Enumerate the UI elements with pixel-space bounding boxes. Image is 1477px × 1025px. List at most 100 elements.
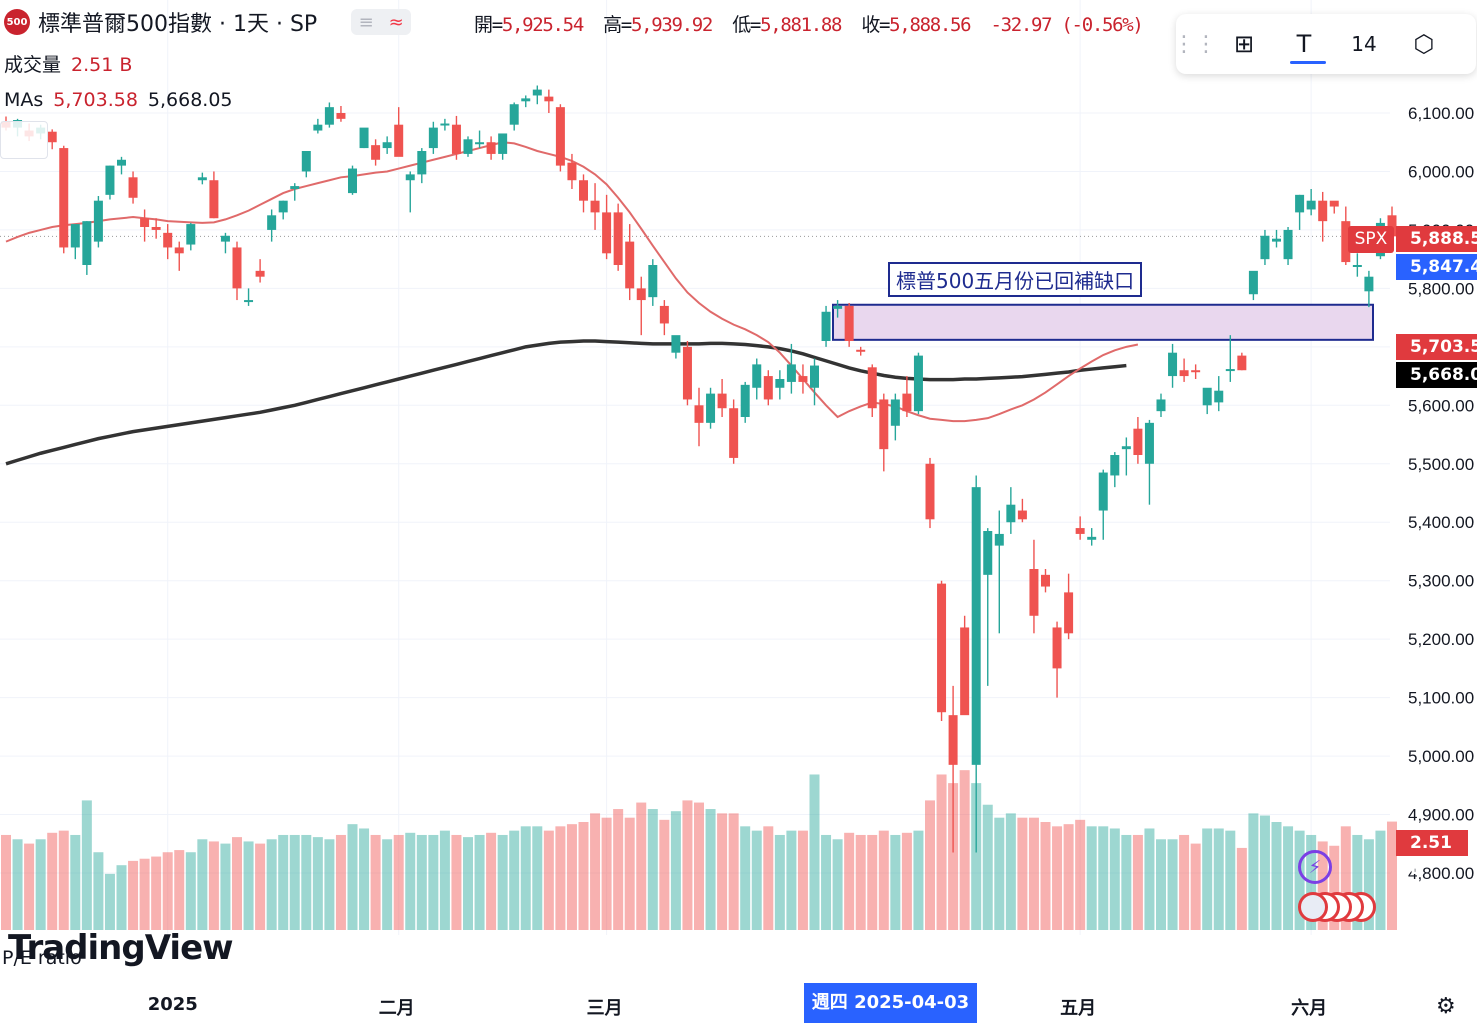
volume-bar (982, 804, 993, 930)
text-tool-icon[interactable]: T (1274, 14, 1334, 74)
us-flag-icon[interactable] (1298, 892, 1328, 922)
gap-annotation[interactable]: 標普500五月份已回補缺口 (888, 262, 1143, 297)
layout-icon[interactable]: ⊞ (1233, 30, 1255, 58)
candle-body (382, 142, 392, 149)
mas-legend[interactable]: MAs 5,703.58 5,668.05 (4, 89, 233, 111)
volume-label: 成交量 (4, 54, 62, 76)
y-tick-label: 5,400.00 (1408, 513, 1474, 532)
candle-body (729, 408, 739, 458)
candle-body (1214, 390, 1224, 403)
volume-bar (1213, 828, 1224, 930)
candle-body (70, 224, 80, 248)
volume-bar (128, 860, 139, 930)
candle-body (844, 305, 854, 341)
candle-body (775, 379, 785, 388)
volume-bar (1225, 830, 1236, 930)
volume-bar (463, 837, 473, 930)
candle-body (1329, 200, 1339, 207)
volume-bar (925, 800, 935, 930)
candle-body (220, 235, 230, 242)
candle-body (1202, 387, 1212, 406)
candle-body (394, 124, 404, 157)
candle-body (498, 133, 508, 154)
candle-body (786, 364, 796, 382)
volume-bar (1063, 824, 1074, 930)
candle-body (1260, 235, 1270, 260)
compare-icon[interactable]: ≈ (388, 11, 404, 33)
volume-bar (289, 834, 300, 930)
candle-body (983, 531, 993, 575)
menu-icon[interactable]: ≡ (358, 11, 374, 33)
volume-bar (1075, 819, 1086, 930)
volume-bar (601, 817, 612, 930)
volume-bar (1, 834, 11, 930)
candle-body (682, 346, 692, 400)
candle-body (1364, 276, 1374, 292)
candle-body (486, 142, 496, 154)
candle-body (1110, 455, 1120, 476)
pe-ratio-label[interactable]: P/E ratio (2, 947, 82, 969)
chart-title[interactable]: 標準普爾500指數 · 1天 · SP (38, 12, 318, 37)
volume-bar (797, 830, 808, 930)
volume-bar (451, 834, 462, 930)
candle-body (1098, 472, 1108, 511)
candle-body (105, 165, 115, 195)
volume-bar (566, 824, 577, 930)
candle-body (648, 265, 658, 298)
candle-body (763, 376, 773, 400)
symbol-tag: SPX (1348, 226, 1394, 253)
crosshair-date: 週四 2025-04-03 (804, 983, 977, 1023)
candle-body (590, 200, 600, 213)
candle-body (278, 200, 288, 213)
open-value: 5,925.54 (501, 14, 584, 36)
chart-header: 500 標準普爾500指數 · 1天 · SP ≡ ≈ (4, 6, 412, 38)
candle-body (1121, 446, 1131, 450)
candle-body (971, 487, 981, 765)
volume-bar (809, 774, 820, 930)
candle-body (128, 177, 138, 198)
candle-body (902, 393, 912, 412)
candle-body (579, 180, 588, 201)
candle-body (117, 159, 126, 166)
candle-body (567, 162, 577, 181)
volume-bar (104, 873, 115, 930)
volume-bar (324, 839, 335, 930)
volume-bar (694, 802, 704, 930)
volume-bar (509, 830, 520, 930)
volume-bar (659, 819, 670, 930)
candle-body (1387, 215, 1397, 237)
volume-bar (1098, 826, 1109, 930)
volume-bar (35, 839, 46, 930)
volume-legend[interactable]: 成交量 2.51 B (4, 50, 132, 77)
gap-zone (832, 303, 1374, 341)
volume-bar (243, 841, 254, 930)
settings-icon[interactable]: ⬡ (1413, 30, 1435, 58)
header-pill[interactable]: ≡ ≈ (351, 9, 412, 35)
volume-bar (1017, 817, 1028, 930)
chart-legend-toggle[interactable] (0, 121, 48, 159)
bolt-icon[interactable]: ⚡ (1298, 850, 1332, 884)
volume-bar (1202, 828, 1213, 930)
volume-bar (1329, 845, 1340, 930)
y-tick-label: 5,500.00 (1408, 455, 1474, 474)
volume-bar (1156, 839, 1166, 930)
font-size-value[interactable]: 14 (1351, 32, 1377, 56)
candle-body (671, 335, 681, 353)
volume-bar (890, 834, 901, 930)
volume-bar (93, 852, 104, 930)
candle-body (1064, 592, 1074, 634)
volume-bar (590, 813, 601, 930)
volume-bar (428, 834, 439, 930)
candle-body (1318, 200, 1328, 222)
axis-settings-icon[interactable]: ⚙ (1436, 994, 1456, 1019)
volume-bar (948, 783, 959, 930)
y-tick-label: 4,900.00 (1408, 806, 1474, 825)
candle-body (82, 221, 92, 265)
volume-value: 2.51 B (71, 54, 133, 76)
y-tick-label: 5,600.00 (1408, 396, 1474, 415)
volume-bar (532, 826, 543, 930)
drag-handle-icon[interactable]: ⋮⋮ (1173, 31, 1217, 57)
volume-bar (1144, 828, 1155, 930)
candle-body (174, 247, 184, 254)
